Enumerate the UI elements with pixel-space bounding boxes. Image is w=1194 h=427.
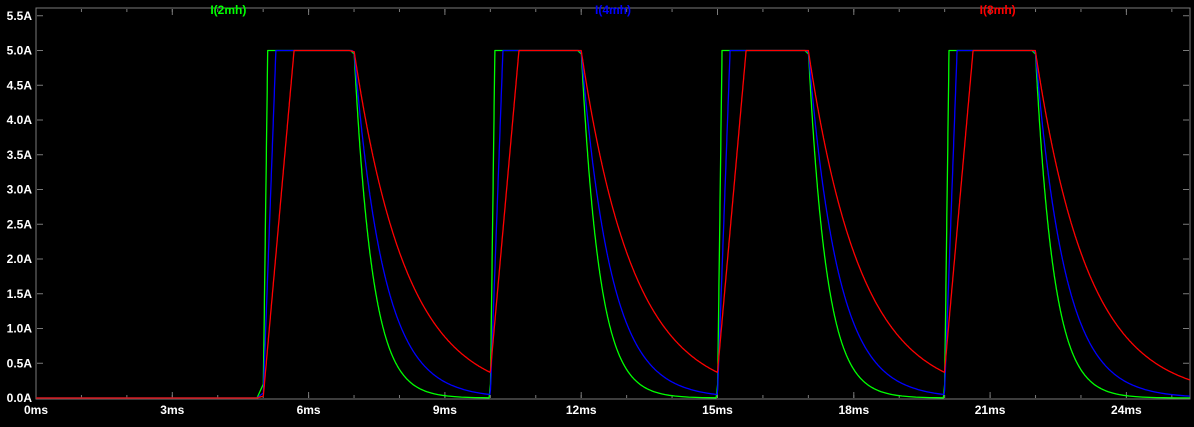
y-axis-label: 1.0A: [7, 322, 33, 336]
y-axis-label: 3.5A: [7, 148, 33, 162]
x-axis-label: 9ms: [433, 403, 457, 417]
x-axis-label: 12ms: [566, 403, 597, 417]
x-axis-label: 18ms: [838, 403, 869, 417]
legend-trace-i8mh[interactable]: I(8mh): [979, 3, 1016, 17]
x-axis-label: 6ms: [297, 403, 321, 417]
plot-border: [35, 7, 1191, 400]
y-axis-label: 5.0A: [7, 44, 33, 58]
x-axis-label: 24ms: [1111, 403, 1142, 417]
y-axis-label: 3.0A: [7, 183, 33, 197]
y-axis-label: 2.5A: [7, 217, 33, 231]
legend-trace-i2mh[interactable]: I(2mh): [210, 3, 247, 17]
trace-I(2mh): [36, 49, 1190, 399]
trace-I(4mh): [36, 49, 1190, 399]
y-axis-label: 0.5A: [7, 356, 33, 370]
x-axis-label: 3ms: [160, 403, 184, 417]
y-axis-label: 5.5A: [7, 9, 33, 23]
y-axis-label: 4.5A: [7, 78, 33, 92]
x-axis-label: 0ms: [24, 403, 48, 417]
x-axis-label: 21ms: [975, 403, 1006, 417]
y-axis-label: 0.0A: [7, 391, 33, 405]
x-axis-label: 15ms: [702, 403, 733, 417]
legend-trace-i4mh[interactable]: I(4mh): [595, 3, 631, 17]
trace-I(8mh): [36, 49, 1191, 399]
y-axis-label: 4.0A: [7, 113, 33, 127]
y-axis-label: 2.0A: [7, 252, 33, 266]
y-axis-label: 1.5A: [7, 287, 33, 301]
